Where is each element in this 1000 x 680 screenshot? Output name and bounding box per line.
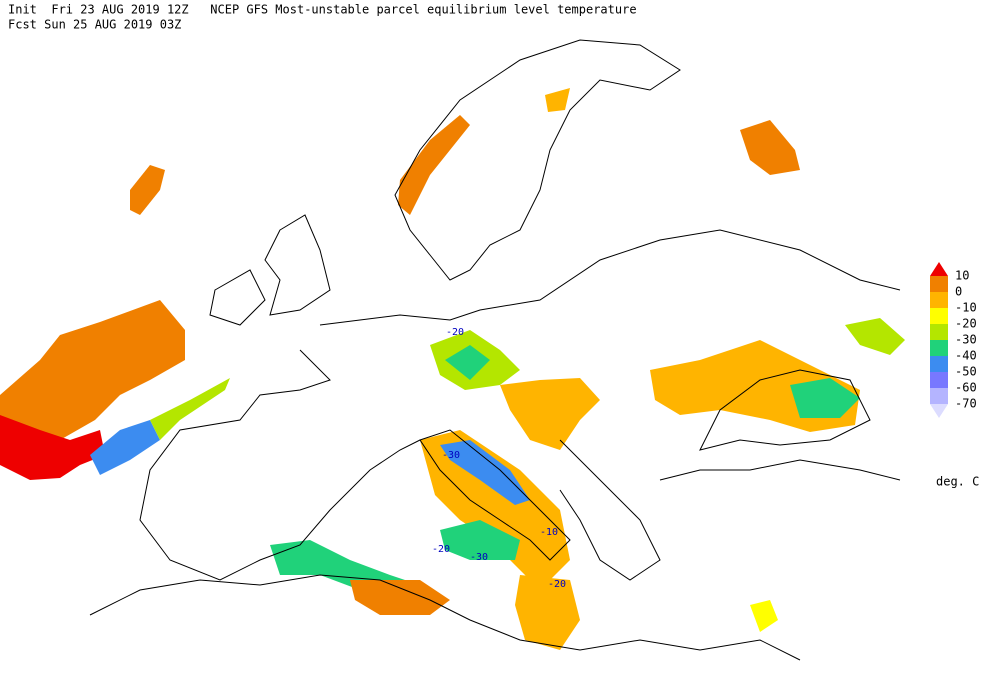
contour-label: -30	[470, 552, 488, 563]
colorbar-label: -10	[955, 301, 977, 315]
colorbar-box	[930, 324, 948, 340]
field-area	[0, 415, 105, 480]
coastlines	[89, 39, 901, 661]
colorbar-box	[930, 340, 948, 356]
colorbar-label: -50	[955, 365, 977, 379]
coastline	[394, 39, 681, 281]
colorbar-cap	[930, 262, 948, 276]
field-area	[740, 120, 800, 175]
field-area	[0, 300, 185, 445]
field-area	[440, 520, 520, 560]
colorbar-box	[930, 276, 948, 292]
header-line: Init Fri 23 AUG 2019 12Z NCEP GFS Most-u…	[8, 3, 637, 17]
coastline	[209, 269, 266, 326]
coastline	[264, 214, 331, 316]
field	[0, 88, 905, 650]
coastline	[419, 429, 571, 561]
field-area	[750, 600, 778, 632]
colorbar-label: -30	[955, 333, 977, 347]
field-area	[545, 88, 570, 112]
contour-label: -20	[432, 544, 450, 555]
colorbar-box	[930, 388, 948, 404]
colorbar-box	[930, 356, 948, 372]
field-area	[350, 580, 450, 615]
contour-label: -20	[548, 579, 566, 590]
field-area	[845, 318, 905, 355]
coastline	[89, 574, 801, 661]
coastline	[559, 439, 661, 581]
field-area	[790, 378, 860, 418]
field-area	[500, 378, 600, 450]
field-area	[420, 430, 570, 590]
field-area	[515, 575, 580, 650]
contour-label: -30	[442, 450, 460, 461]
contour-label: -20	[446, 327, 464, 338]
coastline	[319, 229, 901, 326]
header-line: Fcst Sun 25 AUG 2019 03Z	[8, 18, 181, 32]
colorbar-label: 10	[955, 269, 969, 283]
colorbar-label: -20	[955, 317, 977, 331]
field-area	[90, 420, 160, 475]
coastline	[139, 349, 421, 581]
colorbar-label: -70	[955, 397, 977, 411]
field-area	[398, 115, 470, 215]
field-area	[445, 345, 490, 380]
colorbar-box	[930, 372, 948, 388]
field-area	[130, 165, 165, 215]
field-area	[150, 378, 230, 440]
colorbar-label: -40	[955, 349, 977, 363]
colorbar-cap	[930, 404, 948, 418]
colorbar-label: 0	[955, 285, 962, 299]
colorbar: 10 0 -10 -20 -30 -40 -50 -60 -70	[930, 262, 977, 418]
coastline	[699, 369, 871, 451]
field-area	[440, 440, 530, 505]
colorbar-box	[930, 292, 948, 308]
legend-unit: deg. C	[936, 475, 979, 489]
coastline	[659, 459, 901, 481]
contour-label: -10	[540, 527, 558, 538]
colorbar-label: -60	[955, 381, 977, 395]
colorbar-box	[930, 308, 948, 324]
